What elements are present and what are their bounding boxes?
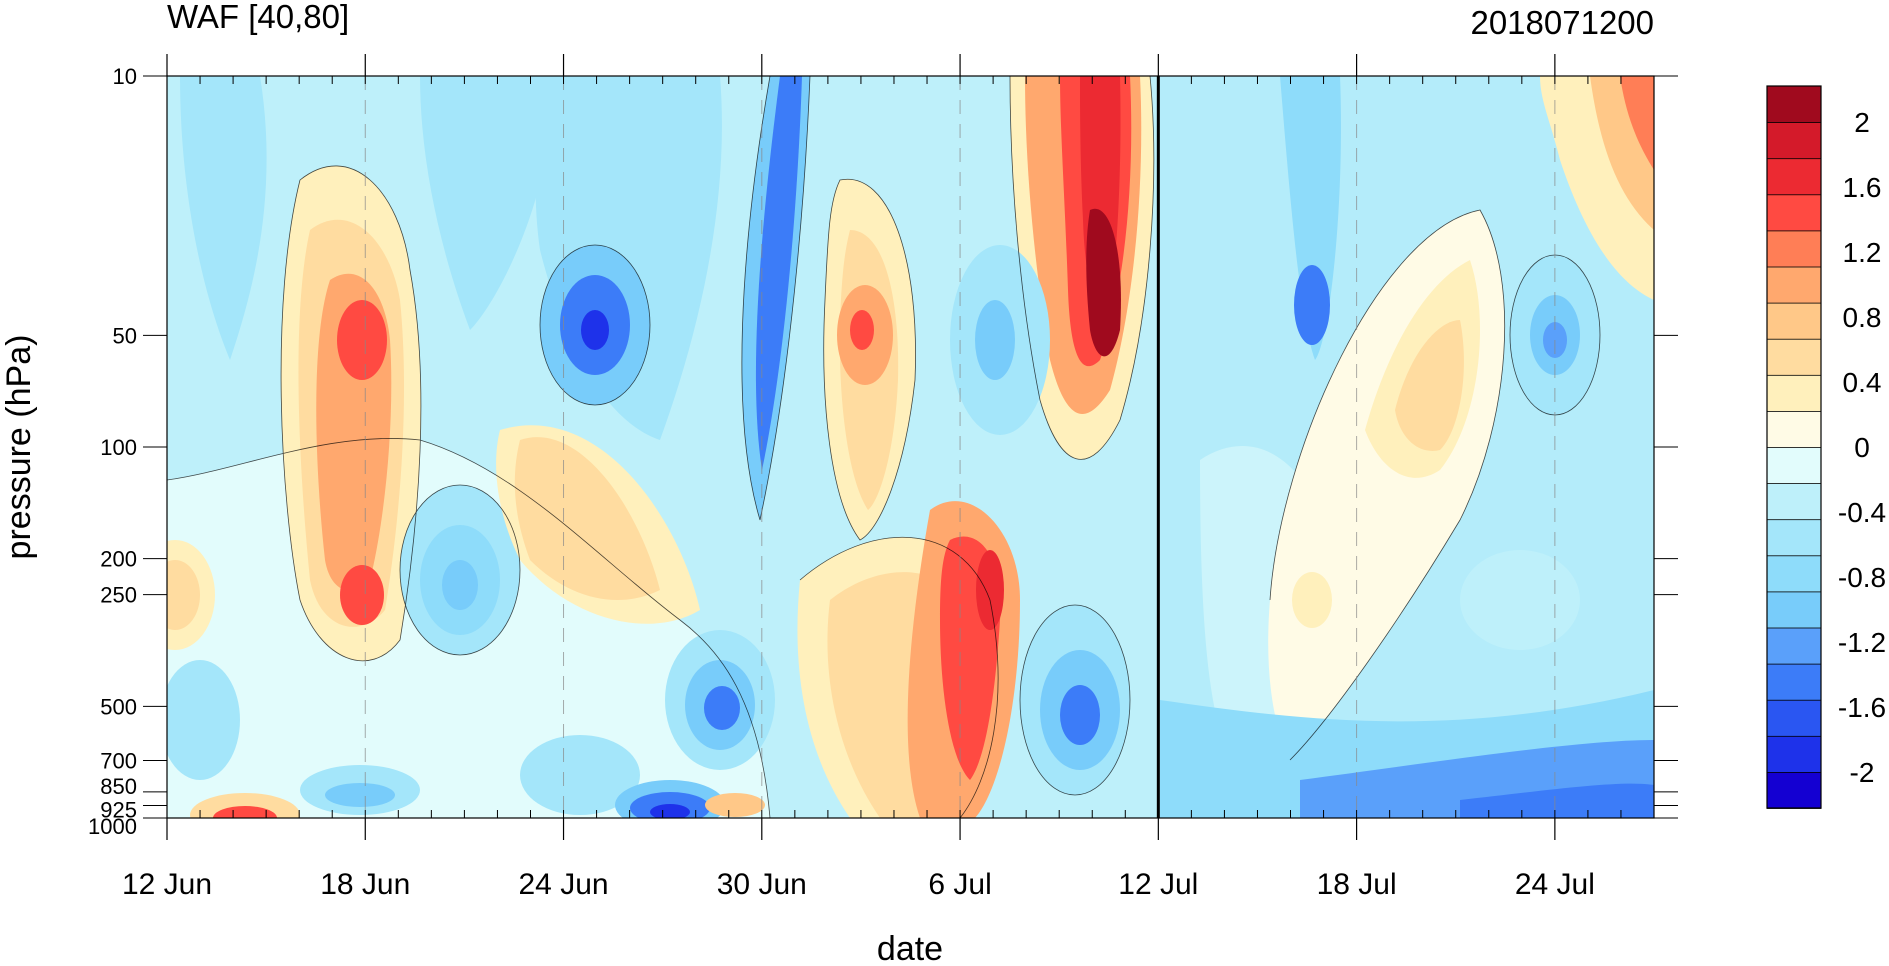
contour-field: [167, 76, 1654, 818]
colorbar-swatch: [1766, 229, 1822, 268]
title-left: WAF [40,80]: [167, 0, 349, 35]
x-axis-label: date: [877, 930, 943, 961]
colorbar-swatch: [1766, 302, 1822, 340]
colorbar-swatch: [1766, 699, 1822, 737]
y-tick-label: 700: [100, 749, 137, 774]
x-tick-label: 24 Jul: [1515, 868, 1595, 901]
colorbar-label: 0: [1854, 432, 1870, 463]
y-tick-label: 850: [100, 774, 137, 799]
x-tick-label: 6 Jul: [928, 868, 991, 901]
colorbar-label: -1.2: [1838, 627, 1886, 658]
y-tick-label: 10: [113, 64, 137, 89]
y-tick-label: 250: [100, 583, 137, 608]
colorbar-label: -2: [1850, 757, 1875, 788]
colorbar-swatch: [1766, 338, 1822, 376]
colorbar-swatch: [1766, 410, 1822, 448]
colorbar-label: -0.8: [1838, 562, 1886, 593]
colorbar-swatch: [1766, 121, 1822, 160]
colorbar-swatch: [1766, 482, 1822, 521]
y-axis-label: pressure (hPa): [0, 335, 38, 560]
x-axis: 12 Jun 18 Jun 24 Jun 30 Jun 6 Jul 12 Jul 18 Ju…: [122, 54, 1655, 901]
colorbar-swatch: [1766, 193, 1822, 232]
colorbar-frame: [1766, 85, 1822, 809]
y-tick-label: 100: [100, 435, 137, 460]
x-tick-label: 12 Jul: [1118, 868, 1198, 901]
colorbar-swatch: [1766, 554, 1822, 593]
colorbar-swatch: [1766, 85, 1822, 123]
x-tick-label: 12 Jun: [122, 868, 212, 901]
y-tick-label: 925: [100, 797, 137, 822]
colorbar-swatch: [1766, 446, 1822, 484]
colorbar-swatch: [1766, 771, 1822, 809]
colorbar-label: -0.4: [1838, 497, 1886, 528]
x-tick-label: 24 Jun: [518, 868, 608, 901]
colorbar-swatch: [1766, 266, 1822, 304]
colorbar-swatch: [1766, 591, 1822, 629]
x-tick-label: 18 Jul: [1317, 868, 1397, 901]
colorbar-label: 1.6: [1843, 172, 1882, 203]
colorbar-swatch: [1766, 663, 1822, 701]
y-tick-label: 1000: [88, 814, 137, 839]
colorbar-swatch: [1766, 374, 1822, 412]
x-tick-label: 30 Jun: [717, 868, 807, 901]
colorbar-label: 1.2: [1843, 237, 1882, 268]
x-tick-label: 18 Jun: [320, 868, 410, 901]
colorbar-label: 0.8: [1843, 302, 1882, 333]
colorbar-label: -1.6: [1838, 692, 1886, 723]
colorbar-label: 0.4: [1843, 367, 1882, 398]
y-tick-label: 200: [100, 547, 137, 572]
colorbar-swatch: [1766, 627, 1822, 665]
colorbar-label: 2: [1854, 107, 1870, 138]
colorbar: 2 1.6 1.2 0.8 0.4 0 -0.4 -0.8 -1.2 -1.6 -2: [1766, 85, 1886, 809]
y-tick-label: 500: [100, 694, 137, 719]
title-right: 2018071200: [1470, 4, 1654, 41]
colorbar-swatch: [1766, 518, 1822, 557]
colorbar-swatch: [1766, 735, 1822, 773]
y-tick-label: 50: [113, 323, 137, 348]
colorbar-swatch: [1766, 157, 1822, 196]
